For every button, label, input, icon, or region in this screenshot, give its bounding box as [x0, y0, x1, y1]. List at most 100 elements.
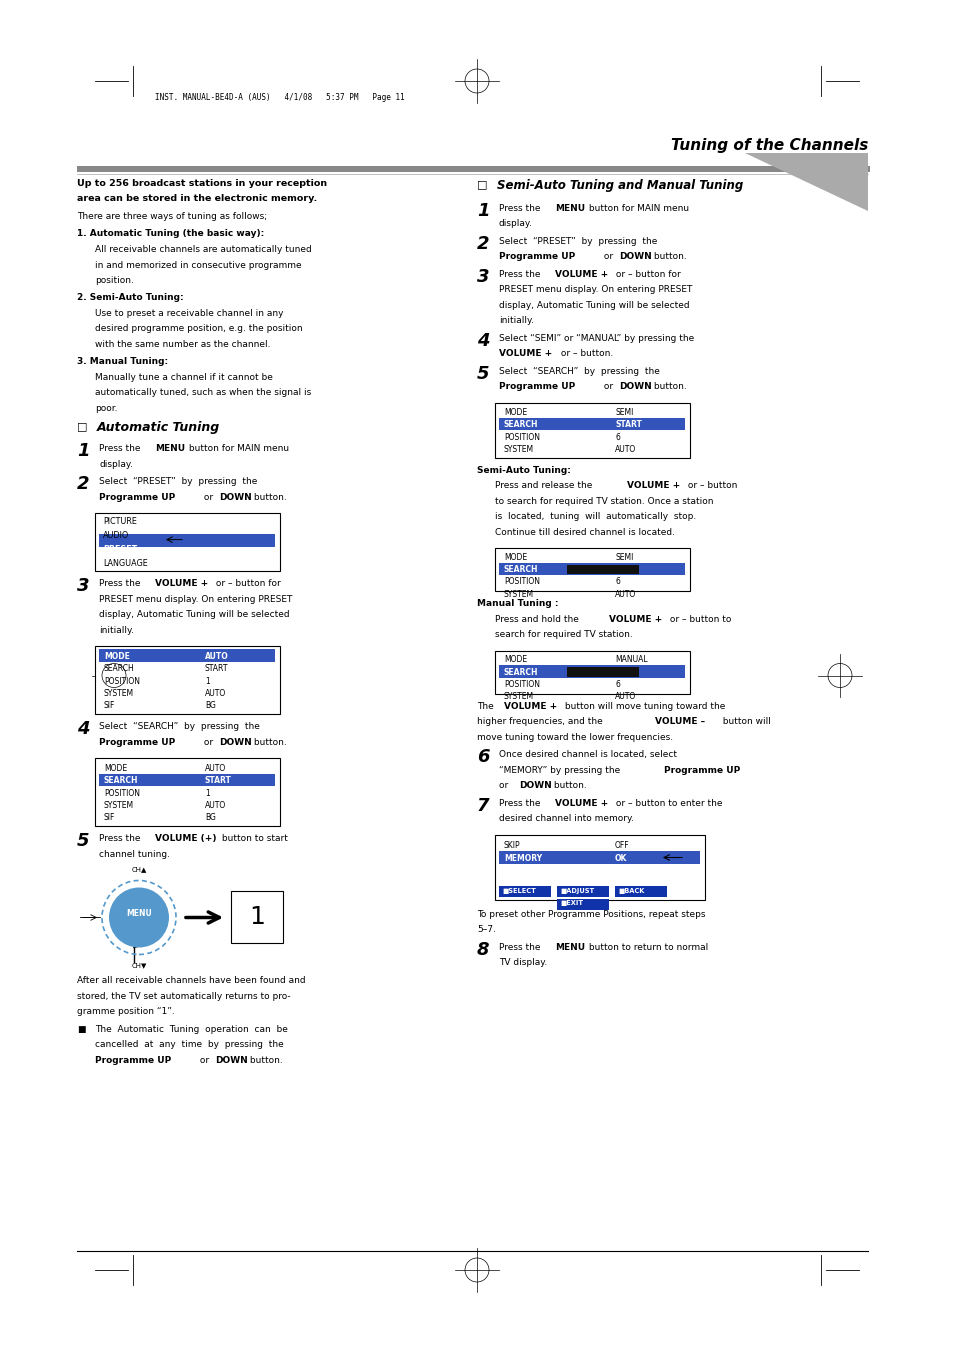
Text: PICTURE: PICTURE — [103, 517, 136, 527]
Text: SEMI: SEMI — [615, 553, 633, 562]
Text: Tuning of the Channels: Tuning of the Channels — [670, 138, 867, 153]
Text: POSITION: POSITION — [503, 680, 539, 689]
Text: to search for required TV station. Once a station: to search for required TV station. Once … — [495, 497, 713, 507]
Text: Up to 256 broadcast stations in your reception: Up to 256 broadcast stations in your rec… — [77, 178, 327, 188]
Text: position.: position. — [95, 276, 133, 285]
Text: DOWN: DOWN — [518, 781, 551, 790]
Text: POSITION: POSITION — [503, 432, 539, 442]
Text: button.: button. — [650, 382, 686, 392]
Text: Press and release the: Press and release the — [495, 481, 595, 490]
Bar — [99, 650, 274, 662]
Text: button.: button. — [247, 1056, 282, 1065]
Text: MODE: MODE — [503, 655, 527, 665]
Bar — [557, 886, 608, 897]
Text: SYSTEM: SYSTEM — [104, 689, 134, 698]
Text: Select “SEMI” or “MANUAL” by pressing the: Select “SEMI” or “MANUAL” by pressing th… — [498, 334, 694, 343]
Text: ■SELECT: ■SELECT — [501, 888, 536, 894]
Text: SIF: SIF — [104, 813, 115, 823]
Text: AUTO: AUTO — [205, 689, 226, 698]
Text: or: or — [201, 738, 215, 747]
Text: button.: button. — [551, 781, 586, 790]
Text: 7: 7 — [476, 797, 489, 815]
Text: 6: 6 — [615, 680, 619, 689]
Text: DOWN: DOWN — [214, 1056, 248, 1065]
Text: Select  “PRESET”  by  pressing  the: Select “PRESET” by pressing the — [99, 477, 257, 486]
Text: VOLUME –: VOLUME – — [655, 717, 704, 727]
Bar — [495, 651, 689, 694]
Text: SEARCH: SEARCH — [503, 667, 537, 677]
Text: SIF: SIF — [104, 701, 115, 711]
Bar — [557, 898, 608, 911]
Text: VOLUME +: VOLUME + — [154, 580, 208, 589]
Text: VOLUME +: VOLUME + — [503, 703, 557, 711]
Text: Programme UP: Programme UP — [663, 766, 740, 775]
Bar — [498, 665, 684, 678]
Circle shape — [109, 888, 169, 947]
Text: SEARCH: SEARCH — [503, 420, 537, 430]
Text: button will: button will — [717, 717, 770, 727]
Text: The: The — [476, 703, 497, 711]
Text: move tuning toward the lower frequencies.: move tuning toward the lower frequencies… — [476, 734, 673, 742]
Text: Select  “PRESET”  by  pressing  the: Select “PRESET” by pressing the — [498, 236, 657, 246]
Text: CH▲: CH▲ — [132, 866, 147, 873]
Bar — [566, 565, 639, 574]
Text: initially.: initially. — [498, 316, 534, 326]
Text: search for required TV station.: search for required TV station. — [495, 631, 632, 639]
Text: desired programme position, e.g. the position: desired programme position, e.g. the pos… — [95, 324, 302, 334]
Text: display.: display. — [498, 219, 533, 228]
Bar — [95, 513, 280, 571]
Text: VOLUME +: VOLUME + — [555, 798, 608, 808]
Text: OFF: OFF — [615, 842, 629, 850]
Text: To preset other Programme Positions, repeat steps: To preset other Programme Positions, rep… — [476, 911, 705, 919]
Text: 5–7.: 5–7. — [476, 925, 496, 935]
Text: is  located,  tuning  will  automatically  stop.: is located, tuning will automatically st… — [495, 512, 696, 521]
Text: SEMI: SEMI — [615, 408, 633, 417]
Text: button to start: button to start — [219, 835, 288, 843]
Text: 3: 3 — [77, 577, 90, 596]
Text: 1: 1 — [249, 905, 265, 929]
Text: automatically tuned, such as when the signal is: automatically tuned, such as when the si… — [95, 389, 311, 397]
Bar — [615, 886, 666, 897]
Text: Semi-Auto Tuning and Manual Tuning: Semi-Auto Tuning and Manual Tuning — [497, 178, 742, 192]
Text: Press the: Press the — [498, 943, 543, 952]
Text: cancelled  at  any  time  by  pressing  the: cancelled at any time by pressing the — [95, 1040, 283, 1050]
Text: gramme position “1”.: gramme position “1”. — [77, 1008, 174, 1016]
Bar — [498, 563, 684, 576]
Text: display, Automatic Tuning will be selected: display, Automatic Tuning will be select… — [498, 301, 689, 309]
Text: SYSTEM: SYSTEM — [104, 801, 134, 811]
Text: Continue till desired channel is located.: Continue till desired channel is located… — [495, 528, 675, 536]
Text: 4: 4 — [476, 332, 489, 350]
Text: 6: 6 — [615, 577, 619, 586]
Text: MENU: MENU — [555, 204, 584, 213]
Text: START: START — [615, 420, 641, 430]
Text: higher frequencies, and the: higher frequencies, and the — [476, 717, 605, 727]
Text: Programme UP: Programme UP — [498, 253, 575, 262]
Text: Programme UP: Programme UP — [498, 382, 575, 392]
Text: or: or — [600, 253, 616, 262]
Text: or: or — [196, 1056, 212, 1065]
Text: LANGUAGE: LANGUAGE — [103, 559, 148, 567]
Text: Programme UP: Programme UP — [99, 738, 175, 747]
Text: display, Automatic Tuning will be selected: display, Automatic Tuning will be select… — [99, 611, 290, 620]
Bar — [498, 419, 684, 431]
Text: MANUAL: MANUAL — [615, 655, 647, 665]
Text: Press the: Press the — [99, 580, 143, 589]
Text: VOLUME +: VOLUME + — [626, 481, 679, 490]
Bar — [77, 166, 869, 172]
Text: All receivable channels are automatically tuned: All receivable channels are automaticall… — [95, 245, 312, 254]
Bar — [231, 892, 283, 943]
Text: button for MAIN menu: button for MAIN menu — [186, 444, 289, 454]
Text: area can be stored in the electronic memory.: area can be stored in the electronic mem… — [77, 195, 317, 204]
Text: Programme UP: Programme UP — [95, 1056, 172, 1065]
Text: DOWN: DOWN — [618, 253, 651, 262]
Text: “MEMORY” by pressing the: “MEMORY” by pressing the — [498, 766, 622, 775]
Text: ■EXIT: ■EXIT — [559, 900, 582, 907]
Text: or: or — [201, 493, 215, 503]
Text: or: or — [600, 382, 616, 392]
Bar — [566, 667, 639, 677]
Text: 1: 1 — [205, 789, 210, 797]
Text: Manual Tuning :: Manual Tuning : — [476, 600, 558, 608]
Text: 3. Manual Tuning:: 3. Manual Tuning: — [77, 358, 168, 366]
Text: START: START — [205, 665, 229, 673]
Text: MODE: MODE — [503, 553, 527, 562]
